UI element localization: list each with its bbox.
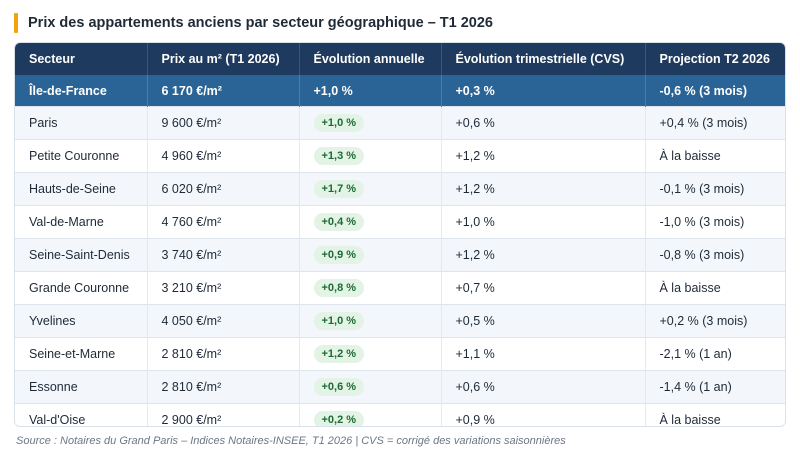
table-row: Essonne 2 810 €/m² +0,6 % +0,6 % -1,4 % (1 a… xyxy=(15,370,785,404)
cell-annuelle: +1,0 % xyxy=(298,106,441,140)
cell-projection: -0,8 % (3 mois) xyxy=(644,238,785,272)
cell-prix: 9 600 €/m² xyxy=(146,106,299,140)
cell-secteur: Grande Couronne xyxy=(15,271,147,305)
cell-annuelle: +0,9 % xyxy=(298,238,441,272)
cell-annuelle: +0,6 % xyxy=(298,370,441,404)
table-row: Hauts-de-Seine 6 020 €/m² +1,7 % +1,2 % -0,1… xyxy=(15,172,785,206)
cell-trimestrielle: +1,2 % xyxy=(440,139,645,173)
change-badge: +0,9 % xyxy=(313,246,365,264)
cell-secteur: Seine-et-Marne xyxy=(15,337,147,371)
cell-annuelle: +1,2 % xyxy=(298,337,441,371)
change-badge: +1,0 % xyxy=(313,114,365,132)
cell-prix: 2 810 €/m² xyxy=(146,370,299,404)
column-header-trimestrielle: Évolution trimestrielle (CVS) xyxy=(440,43,645,75)
cell-annuelle: +1,3 % xyxy=(298,139,441,173)
cell-projection: -1,0 % (3 mois) xyxy=(644,205,785,239)
title-accent-bar xyxy=(14,13,18,33)
cell-projection: +0,4 % (3 mois) xyxy=(644,106,785,140)
table-row: Petite Couronne 4 960 €/m² +1,3 % +1,2 % À l… xyxy=(15,139,785,173)
cell-trimestrielle: +1,2 % xyxy=(440,238,645,272)
cell-prix: 4 960 €/m² xyxy=(146,139,299,173)
change-badge: +1,0 % xyxy=(313,312,365,330)
cell-prix: 6 170 €/m² xyxy=(146,75,299,107)
cell-trimestrielle: +1,2 % xyxy=(440,172,645,206)
column-header-projection: Projection T2 2026 xyxy=(644,43,785,75)
cell-prix: 4 760 €/m² xyxy=(146,205,299,239)
cell-annuelle: +0,4 % xyxy=(298,205,441,239)
cell-projection: -1,4 % (1 an) xyxy=(644,370,785,404)
table-body: Île-de-France 6 170 €/m² +1,0 % +0,3 % -… xyxy=(15,75,785,426)
cell-projection: À la baisse xyxy=(644,403,785,426)
cell-secteur: Hauts-de-Seine xyxy=(15,172,147,206)
cell-secteur: Île-de-France xyxy=(15,75,147,107)
change-badge: +1,2 % xyxy=(313,345,365,363)
title-row: Prix des appartements anciens par secteu… xyxy=(14,13,493,33)
cell-prix: 6 020 €/m² xyxy=(146,172,299,206)
source-note: Source : Notaires du Grand Paris – Indic… xyxy=(16,435,566,447)
cell-trimestrielle: +1,1 % xyxy=(440,337,645,371)
cell-prix: 4 050 €/m² xyxy=(146,304,299,338)
column-header-prix: Prix au m² (T1 2026) xyxy=(146,43,299,75)
cell-secteur: Petite Couronne xyxy=(15,139,147,173)
cell-trimestrielle: +0,6 % xyxy=(440,106,645,140)
header-row: Secteur Prix au m² (T1 2026) Évolution a… xyxy=(15,43,785,75)
table-header: Secteur Prix au m² (T1 2026) Évolution a… xyxy=(15,43,785,75)
table-row: Seine-Saint-Denis 3 740 €/m² +0,9 % +1,2 % -… xyxy=(15,238,785,272)
cell-prix: 2 810 €/m² xyxy=(146,337,299,371)
cell-projection: À la baisse xyxy=(644,139,785,173)
change-badge: +0,8 % xyxy=(313,279,365,297)
cell-secteur: Essonne xyxy=(15,370,147,404)
cell-trimestrielle: +0,5 % xyxy=(440,304,645,338)
cell-annuelle: +1,7 % xyxy=(298,172,441,206)
change-badge: +1,7 % xyxy=(313,180,365,198)
cell-projection: -0,6 % (3 mois) xyxy=(644,75,785,107)
cell-secteur: Val-de-Marne xyxy=(15,205,147,239)
change-badge: +0,6 % xyxy=(313,378,365,396)
table-row: Yvelines 4 050 €/m² +1,0 % +0,5 % +0,2 % (3 … xyxy=(15,304,785,338)
cell-trimestrielle: +0,9 % xyxy=(440,403,645,426)
table-row: Val-d'Oise 2 900 €/m² +0,2 % +0,9 % À la bai… xyxy=(15,403,785,426)
change-badge: +1,3 % xyxy=(313,147,365,165)
cell-annuelle: +0,2 % xyxy=(298,403,441,426)
cell-secteur: Paris xyxy=(15,106,147,140)
cell-trimestrielle: +0,3 % xyxy=(440,75,645,107)
cell-prix: 3 210 €/m² xyxy=(146,271,299,305)
column-header-annuelle: Évolution annuelle xyxy=(298,43,441,75)
table-row: Grande Couronne 3 210 €/m² +0,8 % +0,7 % À l… xyxy=(15,271,785,305)
change-badge: +0,2 % xyxy=(313,411,365,426)
table-row: Val-de-Marne 4 760 €/m² +0,4 % +1,0 % -1,0 %… xyxy=(15,205,785,239)
change-badge: +0,4 % xyxy=(313,213,365,231)
summary-row: Île-de-France 6 170 €/m² +1,0 % +0,3 % -… xyxy=(15,75,785,107)
cell-trimestrielle: +0,6 % xyxy=(440,370,645,404)
cell-secteur: Seine-Saint-Denis xyxy=(15,238,147,272)
table-row: Paris 9 600 €/m² +1,0 % +0,6 % +0,4 % (3 moi… xyxy=(15,106,785,140)
price-table-container: Secteur Prix au m² (T1 2026) Évolution a… xyxy=(14,42,786,427)
cell-prix: 3 740 €/m² xyxy=(146,238,299,272)
page-title: Prix des appartements anciens par secteu… xyxy=(28,15,493,31)
cell-projection: -0,1 % (3 mois) xyxy=(644,172,785,206)
cell-prix: 2 900 €/m² xyxy=(146,403,299,426)
cell-projection: À la baisse xyxy=(644,271,785,305)
cell-projection: +0,2 % (3 mois) xyxy=(644,304,785,338)
cell-trimestrielle: +0,7 % xyxy=(440,271,645,305)
column-header-secteur: Secteur xyxy=(15,43,147,75)
cell-projection: -2,1 % (1 an) xyxy=(644,337,785,371)
price-table: Secteur Prix au m² (T1 2026) Évolution a… xyxy=(15,43,785,426)
cell-annuelle: +1,0 % xyxy=(298,304,441,338)
cell-secteur: Yvelines xyxy=(15,304,147,338)
cell-secteur: Val-d'Oise xyxy=(15,403,147,426)
table-row: Seine-et-Marne 2 810 €/m² +1,2 % +1,1 % -2,1… xyxy=(15,337,785,371)
cell-annuelle: +0,8 % xyxy=(298,271,441,305)
cell-trimestrielle: +1,0 % xyxy=(440,205,645,239)
cell-annuelle: +1,0 % xyxy=(298,75,441,107)
